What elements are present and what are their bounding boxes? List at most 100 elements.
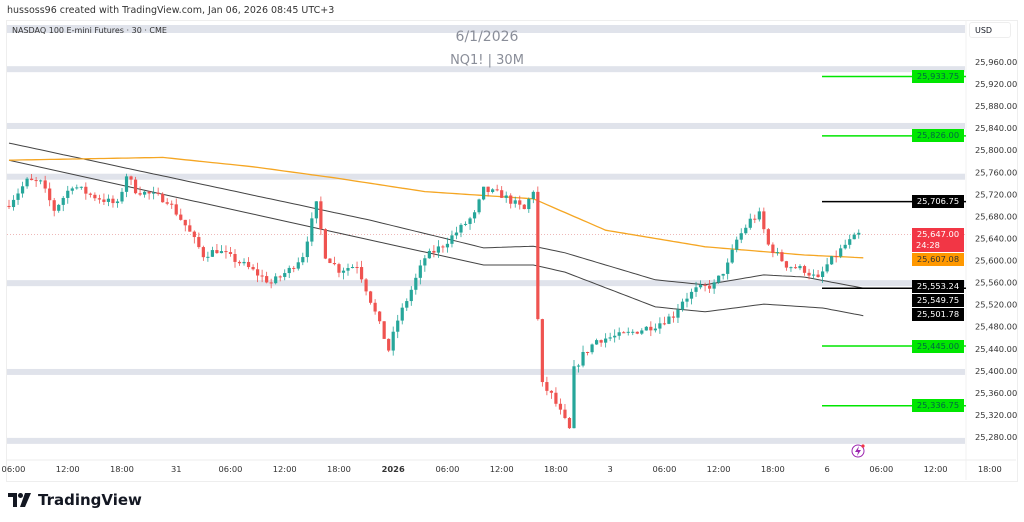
candle-body <box>7 205 11 208</box>
candle-body <box>789 267 793 269</box>
candle <box>671 311 676 323</box>
candle <box>224 245 228 259</box>
candle <box>251 264 255 271</box>
candle <box>784 260 789 271</box>
candle <box>305 236 309 263</box>
candle-body <box>784 261 789 268</box>
candle-body <box>373 302 377 312</box>
candle <box>617 327 621 340</box>
candle <box>825 257 829 274</box>
tradingview-logo-icon <box>8 493 31 507</box>
candle <box>495 184 499 192</box>
candle <box>106 194 111 207</box>
currency-button[interactable]: USD <box>969 22 1011 38</box>
level-price-label: 25,706.75 <box>912 195 964 209</box>
candle <box>346 263 350 276</box>
candle <box>554 387 558 407</box>
candle-body <box>341 270 346 273</box>
candle-body <box>30 178 34 181</box>
candle <box>364 278 368 296</box>
candle-body <box>369 291 373 303</box>
candle <box>712 279 716 294</box>
candle <box>735 236 739 253</box>
candle-body <box>364 279 368 292</box>
candle-body <box>61 197 65 205</box>
candle-body <box>188 225 192 232</box>
y-tick-label: 25,400.00 <box>975 366 1017 376</box>
candle-body <box>206 256 210 258</box>
candle <box>210 246 214 258</box>
candle-body <box>671 316 676 318</box>
candle <box>201 245 205 261</box>
candle <box>726 258 730 280</box>
candle <box>242 258 246 266</box>
candle-body <box>830 256 834 265</box>
candle <box>459 223 463 238</box>
candle <box>581 345 585 368</box>
candle <box>649 321 653 337</box>
candle-body <box>585 351 590 353</box>
candle <box>233 249 237 268</box>
candle <box>590 343 594 355</box>
lightning-icon-dot <box>861 444 865 448</box>
candle <box>274 273 278 285</box>
candle <box>283 269 287 281</box>
y-tick-label: 25,960.00 <box>975 57 1017 67</box>
candle <box>387 338 391 353</box>
candle <box>43 175 47 193</box>
candle <box>391 326 395 356</box>
candle <box>183 219 187 232</box>
candle <box>260 269 264 283</box>
candle-body <box>319 201 323 230</box>
lightning-icon[interactable] <box>851 444 865 458</box>
candle <box>66 185 70 204</box>
candle-body <box>698 284 703 288</box>
candle-body <box>25 178 29 187</box>
candle <box>748 213 752 230</box>
candle-body <box>165 202 169 204</box>
candle <box>545 376 549 396</box>
candle <box>698 280 703 290</box>
candle-body <box>183 219 187 226</box>
candle-body <box>84 186 88 194</box>
x-tick-label: 06:00 <box>2 464 26 474</box>
candle-body <box>115 201 120 204</box>
y-tick-label: 25,280.00 <box>975 432 1017 442</box>
candle <box>775 247 779 256</box>
candle <box>852 232 856 240</box>
candle-body <box>43 180 47 189</box>
candle <box>848 234 852 249</box>
candle <box>771 242 775 258</box>
candle-body <box>111 198 115 204</box>
candle <box>102 193 106 205</box>
candle <box>662 316 666 326</box>
candle <box>423 255 427 272</box>
candle-body <box>57 204 61 211</box>
candle-body <box>595 340 599 345</box>
candle-body <box>771 244 775 254</box>
candle-body <box>75 187 79 189</box>
candle-body <box>644 326 648 331</box>
candle <box>513 196 517 208</box>
candle <box>486 186 490 197</box>
candle <box>567 416 572 429</box>
candle-body <box>739 233 743 240</box>
x-tick-label: 12:00 <box>924 464 948 474</box>
candle-body <box>775 252 779 254</box>
candle <box>414 273 418 295</box>
candle <box>613 329 617 343</box>
candle <box>39 179 43 185</box>
candle-body <box>450 235 454 244</box>
candle-body <box>513 200 517 204</box>
candle-body <box>387 338 391 351</box>
candle-body <box>712 282 716 289</box>
candle <box>323 228 327 260</box>
candle-body <box>549 390 553 393</box>
y-tick-label: 25,720.00 <box>975 189 1017 199</box>
candle-body <box>748 218 752 228</box>
candle-body <box>599 340 603 343</box>
candle-body <box>414 277 418 290</box>
level-price-label: 25,445.00 <box>912 339 964 353</box>
x-tick-label: 18:00 <box>544 464 568 474</box>
